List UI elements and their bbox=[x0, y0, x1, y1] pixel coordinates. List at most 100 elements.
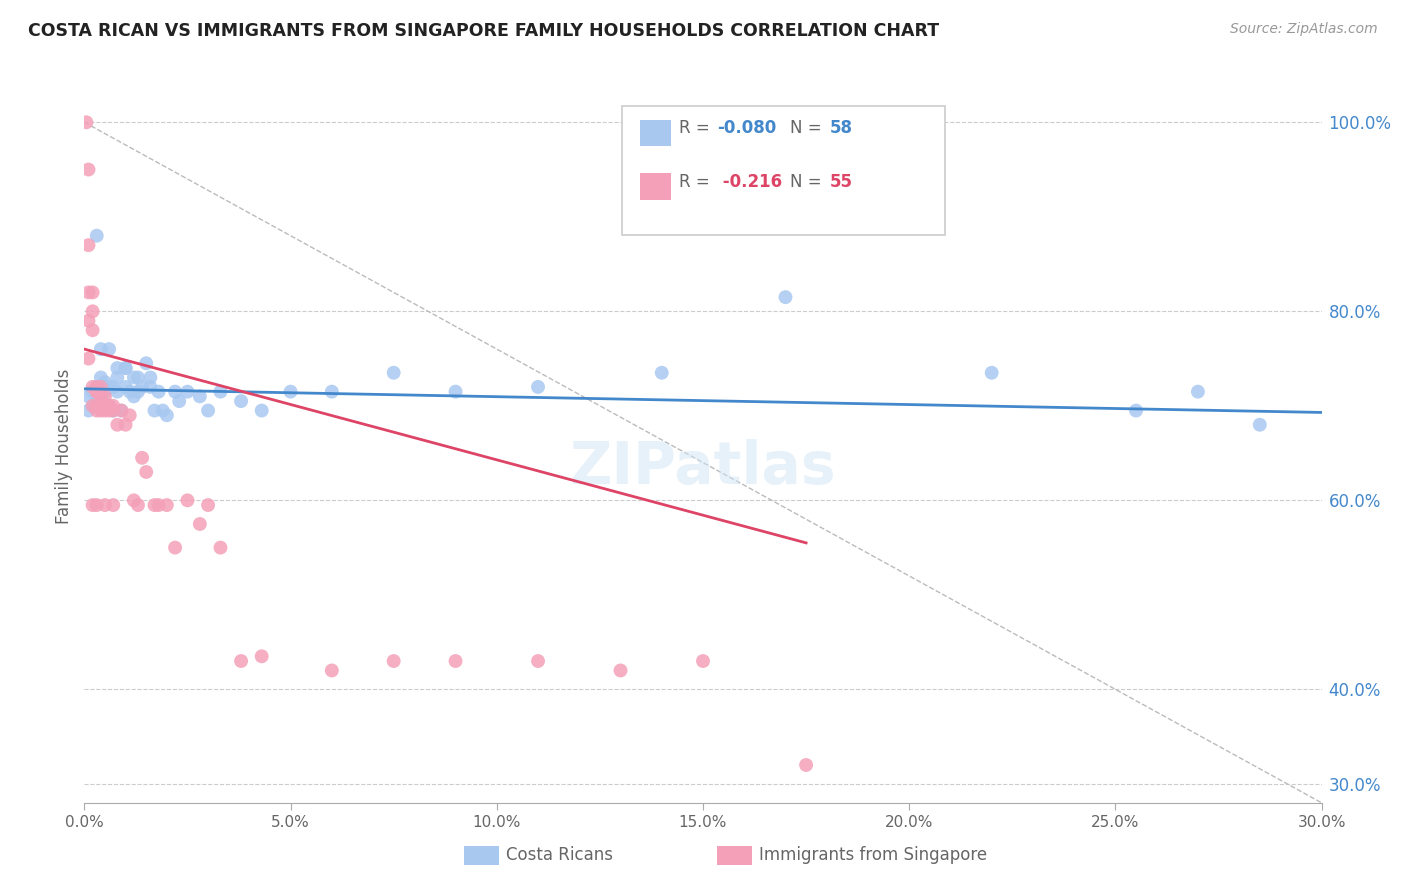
Point bbox=[86, 403, 108, 417]
Point bbox=[94, 399, 117, 413]
Point bbox=[77, 238, 100, 252]
Point bbox=[775, 290, 797, 304]
Point bbox=[118, 384, 141, 399]
Point bbox=[444, 654, 467, 668]
Point bbox=[122, 389, 145, 403]
Text: R =: R = bbox=[679, 120, 716, 137]
Text: 55: 55 bbox=[830, 173, 853, 191]
Point bbox=[105, 370, 128, 384]
Text: 58: 58 bbox=[830, 120, 853, 137]
Text: N =: N = bbox=[790, 173, 827, 191]
Point bbox=[77, 314, 100, 328]
Point bbox=[98, 399, 121, 413]
Point bbox=[98, 403, 121, 417]
Point bbox=[82, 380, 104, 394]
Point bbox=[122, 493, 145, 508]
Text: Source: ZipAtlas.com: Source: ZipAtlas.com bbox=[1230, 22, 1378, 37]
Point bbox=[382, 366, 405, 380]
Point bbox=[86, 384, 108, 399]
Point bbox=[229, 394, 252, 409]
Text: R =: R = bbox=[679, 173, 716, 191]
Point bbox=[94, 403, 117, 417]
Point bbox=[86, 380, 108, 394]
Point bbox=[90, 370, 112, 384]
Point bbox=[131, 380, 153, 394]
Point bbox=[143, 403, 166, 417]
Point bbox=[86, 384, 108, 399]
Text: COSTA RICAN VS IMMIGRANTS FROM SINGAPORE FAMILY HOUSEHOLDS CORRELATION CHART: COSTA RICAN VS IMMIGRANTS FROM SINGAPORE… bbox=[28, 22, 939, 40]
Text: Costa Ricans: Costa Ricans bbox=[506, 847, 613, 864]
Text: -0.080: -0.080 bbox=[717, 120, 776, 137]
Point bbox=[90, 389, 112, 403]
Point bbox=[156, 498, 179, 512]
Point bbox=[127, 498, 149, 512]
Point bbox=[114, 380, 136, 394]
Point bbox=[90, 342, 112, 356]
Point bbox=[82, 304, 104, 318]
Point bbox=[188, 516, 211, 531]
Point bbox=[98, 399, 121, 413]
Point bbox=[527, 380, 550, 394]
Point bbox=[122, 370, 145, 384]
Point bbox=[94, 389, 117, 403]
Point bbox=[82, 498, 104, 512]
Point bbox=[86, 380, 108, 394]
Y-axis label: Family Households: Family Households bbox=[55, 368, 73, 524]
Point bbox=[176, 493, 198, 508]
Point bbox=[77, 351, 100, 366]
Point bbox=[139, 380, 162, 394]
Point bbox=[94, 399, 117, 413]
Point bbox=[90, 389, 112, 403]
Point bbox=[103, 403, 125, 417]
Point bbox=[250, 649, 273, 664]
Point bbox=[103, 498, 125, 512]
Point bbox=[980, 366, 1002, 380]
Point bbox=[75, 115, 97, 129]
Point bbox=[82, 285, 104, 300]
Point bbox=[382, 654, 405, 668]
Point bbox=[127, 370, 149, 384]
Point bbox=[86, 498, 108, 512]
Point bbox=[444, 384, 467, 399]
Text: -0.216: -0.216 bbox=[717, 173, 783, 191]
Point bbox=[105, 384, 128, 399]
Point bbox=[94, 384, 117, 399]
Point bbox=[135, 465, 157, 479]
Point bbox=[110, 403, 132, 417]
Point bbox=[321, 664, 343, 678]
Point bbox=[82, 384, 104, 399]
Point bbox=[148, 498, 170, 512]
Point bbox=[94, 375, 117, 389]
Point bbox=[86, 394, 108, 409]
Point bbox=[692, 654, 714, 668]
Point bbox=[131, 450, 153, 465]
Point bbox=[110, 403, 132, 417]
Point bbox=[209, 541, 232, 555]
Point bbox=[86, 228, 108, 243]
Point bbox=[135, 356, 157, 370]
Point bbox=[1125, 403, 1147, 417]
Point bbox=[127, 384, 149, 399]
Point bbox=[250, 403, 273, 417]
Point bbox=[188, 389, 211, 403]
Point bbox=[103, 399, 125, 413]
Point bbox=[82, 323, 104, 337]
Point bbox=[90, 403, 112, 417]
Point bbox=[651, 366, 673, 380]
Point bbox=[156, 409, 179, 423]
Point bbox=[114, 361, 136, 376]
Point bbox=[77, 403, 100, 417]
Point bbox=[86, 399, 108, 413]
Point bbox=[94, 498, 117, 512]
Point bbox=[197, 403, 219, 417]
Point bbox=[321, 384, 343, 399]
Point bbox=[105, 417, 128, 432]
Point bbox=[165, 384, 187, 399]
Point bbox=[82, 399, 104, 413]
Point bbox=[167, 394, 190, 409]
Point bbox=[197, 498, 219, 512]
Point bbox=[114, 361, 136, 376]
Point bbox=[794, 758, 817, 772]
Point bbox=[103, 380, 125, 394]
Point bbox=[118, 409, 141, 423]
